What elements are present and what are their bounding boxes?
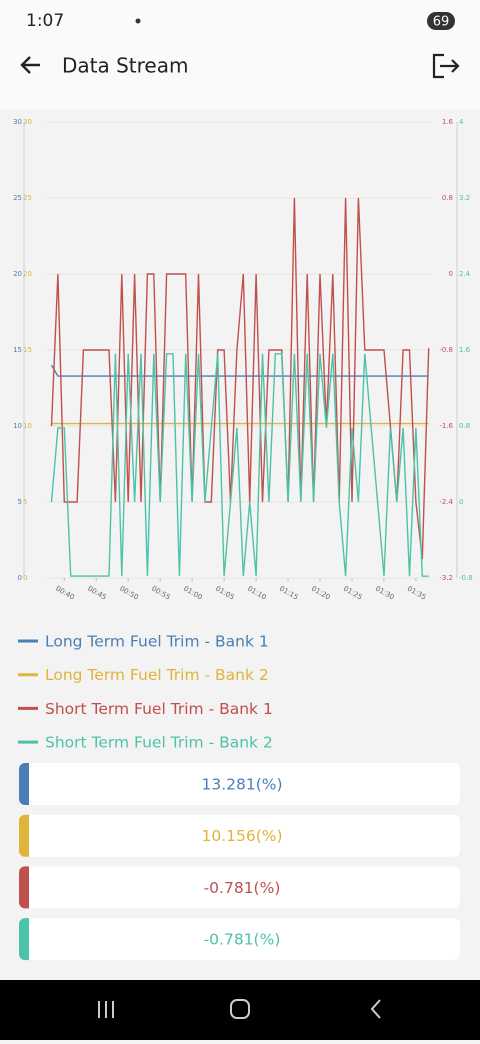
x-tick-label: 01:10 — [246, 585, 267, 602]
x-tick-label: 01:25 — [342, 585, 363, 602]
battery — [427, 12, 455, 30]
x-tick-label: 01:05 — [214, 585, 235, 602]
reading-cap — [19, 866, 29, 909]
reading-value: -0.781(%) — [204, 879, 281, 897]
y3-tick-label: 2.4 — [459, 270, 471, 278]
x-tick-label: 01:00 — [182, 585, 203, 602]
y3-tick-label: 0.8 — [459, 422, 470, 430]
y-tick-label: 30 — [13, 118, 22, 126]
y-tick-label: 0 — [18, 574, 22, 582]
y-tick-label: 5 — [18, 498, 22, 506]
x-tick-label: 01:15 — [278, 585, 299, 602]
x-tick-label: 01:20 — [310, 585, 331, 602]
reading-card — [19, 763, 460, 805]
x-tick-label: 01:35 — [406, 585, 427, 602]
back-button[interactable] — [20, 56, 40, 74]
series-line — [50, 364, 429, 377]
series-line — [50, 197, 430, 560]
y2-tick-label: 1.6 — [442, 118, 454, 126]
y2-tick-label: 0 — [449, 270, 453, 278]
y-tick-label: 20 — [23, 270, 32, 278]
legend-label: Long Term Fuel Trim - Bank 1 — [45, 633, 269, 651]
status-time: 1:07 — [26, 11, 64, 31]
nav-back[interactable] — [370, 999, 381, 1019]
reading-value: -0.781(%) — [204, 931, 281, 949]
y2-tick-label: -3.2 — [439, 574, 453, 582]
exit-button[interactable] — [432, 53, 460, 79]
y3-tick-label: 0 — [459, 498, 463, 506]
reading-cap — [19, 763, 29, 805]
y2-tick-label: -0.8 — [439, 346, 453, 354]
reading-card — [19, 918, 460, 961]
reading-value: 13.281(%) — [201, 776, 282, 794]
y3-tick-label: 1.6 — [459, 346, 471, 354]
y2-tick-label: 0.8 — [442, 194, 453, 202]
x-tick-label: 00:50 — [118, 585, 139, 602]
y3-tick-label: 4 — [459, 118, 464, 126]
y-tick-label: 30 — [23, 118, 32, 126]
nav-recents[interactable] — [98, 1001, 114, 1018]
legend-label: Long Term Fuel Trim - Bank 2 — [45, 666, 269, 684]
x-tick-label: 01:30 — [374, 585, 395, 602]
y-tick-label: 5 — [23, 498, 27, 506]
header-bg — [0, 0, 480, 110]
y2-tick-label: -2.4 — [439, 498, 453, 506]
nav-home[interactable] — [230, 999, 250, 1019]
y3-tick-label: -0.8 — [459, 574, 473, 582]
x-tick-label: 00:45 — [86, 585, 107, 602]
reading-card — [19, 866, 460, 909]
x-tick-label: 00:55 — [150, 585, 171, 602]
y-tick-label: 15 — [13, 346, 22, 354]
y3-tick-label: 3.2 — [459, 194, 470, 202]
reading-cap — [19, 918, 29, 961]
x-tick-label: 00:40 — [54, 585, 75, 602]
header-title: Data Stream — [62, 54, 188, 78]
status-dot — [135, 18, 141, 24]
y-tick-label: 15 — [23, 346, 32, 354]
series-line — [50, 353, 429, 577]
nav-bar — [0, 980, 480, 1040]
legend-label: Short Term Fuel Trim - Bank 1 — [45, 700, 273, 718]
y-tick-label: 20 — [13, 270, 22, 278]
legend-label: Short Term Fuel Trim - Bank 2 — [45, 734, 273, 752]
reading-card — [19, 814, 460, 857]
y-tick-label: 0 — [23, 574, 27, 582]
reading-value: 10.156(%) — [201, 827, 282, 845]
reading-cap — [19, 814, 29, 857]
y-tick-label: 10 — [23, 422, 32, 430]
y-tick-label: 25 — [13, 194, 22, 202]
battery-level: 69 — [433, 15, 450, 30]
y-tick-label: 25 — [23, 194, 32, 202]
y-tick-label: 10 — [13, 422, 22, 430]
y2-tick-label: -1.6 — [439, 422, 453, 430]
